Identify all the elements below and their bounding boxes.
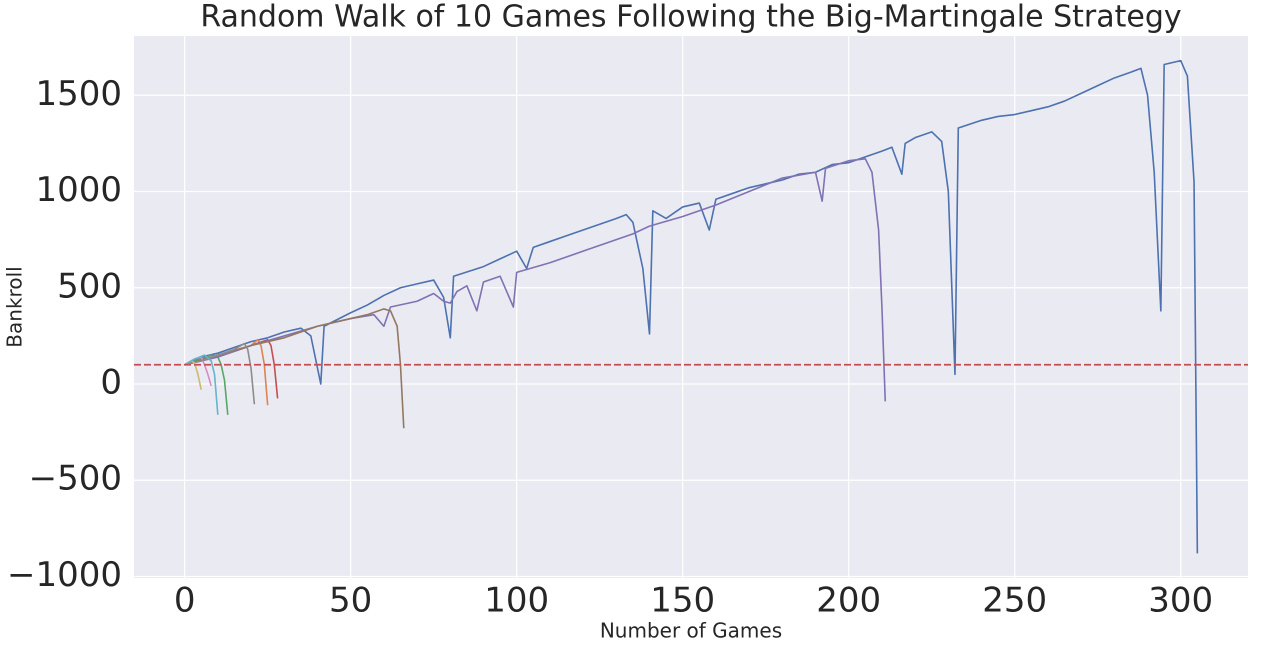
y-tick-label: 1000 (35, 170, 122, 210)
chart-title: Random Walk of 10 Games Following the Bi… (200, 0, 1181, 35)
x-axis-label: Number of Games (600, 619, 782, 643)
x-tick-label: 150 (650, 581, 715, 621)
x-tick-label: 0 (174, 581, 196, 621)
x-tick-label: 300 (1148, 581, 1213, 621)
x-tick-label: 50 (329, 581, 372, 621)
y-tick-label: 500 (57, 266, 122, 306)
y-tick-label: −500 (29, 459, 122, 499)
x-tick-label: 250 (982, 581, 1047, 621)
y-tick-label: −1000 (7, 555, 122, 595)
lines (134, 59, 1248, 554)
plot-background (134, 36, 1248, 578)
series-line (184, 158, 887, 402)
y-tick-label: 1500 (35, 74, 122, 114)
x-tick-label: 100 (484, 581, 549, 621)
grid (134, 36, 1248, 578)
y-axis-label: Bankroll (3, 266, 27, 347)
series-line (184, 59, 1199, 554)
x-tick-label: 200 (816, 581, 881, 621)
y-tick-label: 0 (100, 362, 122, 402)
series-line (184, 354, 219, 415)
